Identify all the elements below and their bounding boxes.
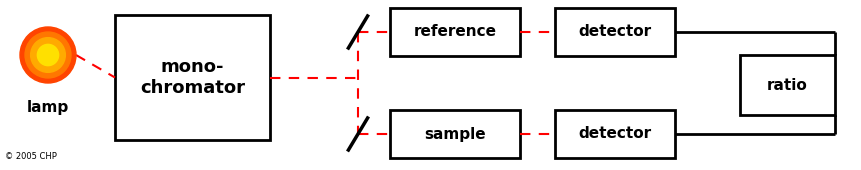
Ellipse shape bbox=[20, 27, 76, 83]
Text: lamp: lamp bbox=[27, 100, 69, 115]
Text: ratio: ratio bbox=[767, 78, 808, 92]
Bar bbox=[115, 15, 270, 140]
Bar bbox=[740, 55, 835, 115]
Bar bbox=[555, 8, 675, 56]
Text: detector: detector bbox=[579, 126, 652, 141]
Text: reference: reference bbox=[413, 24, 497, 39]
Ellipse shape bbox=[37, 44, 59, 66]
Bar bbox=[390, 110, 520, 158]
Ellipse shape bbox=[25, 32, 71, 78]
Text: detector: detector bbox=[579, 24, 652, 39]
Bar bbox=[390, 8, 520, 56]
Ellipse shape bbox=[31, 38, 65, 72]
Text: © 2005 CHP: © 2005 CHP bbox=[5, 152, 57, 161]
Text: sample: sample bbox=[424, 126, 486, 141]
Text: mono-
chromator: mono- chromator bbox=[140, 58, 245, 97]
Bar bbox=[555, 110, 675, 158]
